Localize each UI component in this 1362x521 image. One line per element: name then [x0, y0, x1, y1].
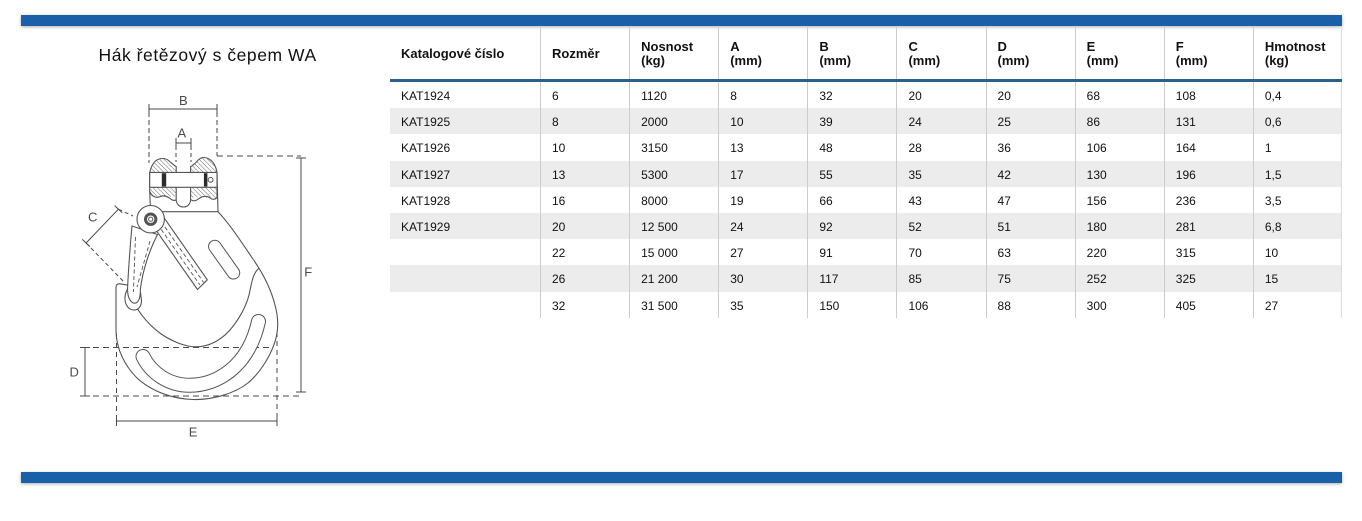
- svg-text:D: D: [70, 365, 79, 380]
- svg-text:F: F: [304, 265, 312, 280]
- svg-text:C: C: [88, 210, 97, 225]
- svg-text:A: A: [178, 126, 187, 141]
- svg-text:B: B: [179, 93, 188, 108]
- svg-text:E: E: [189, 425, 198, 440]
